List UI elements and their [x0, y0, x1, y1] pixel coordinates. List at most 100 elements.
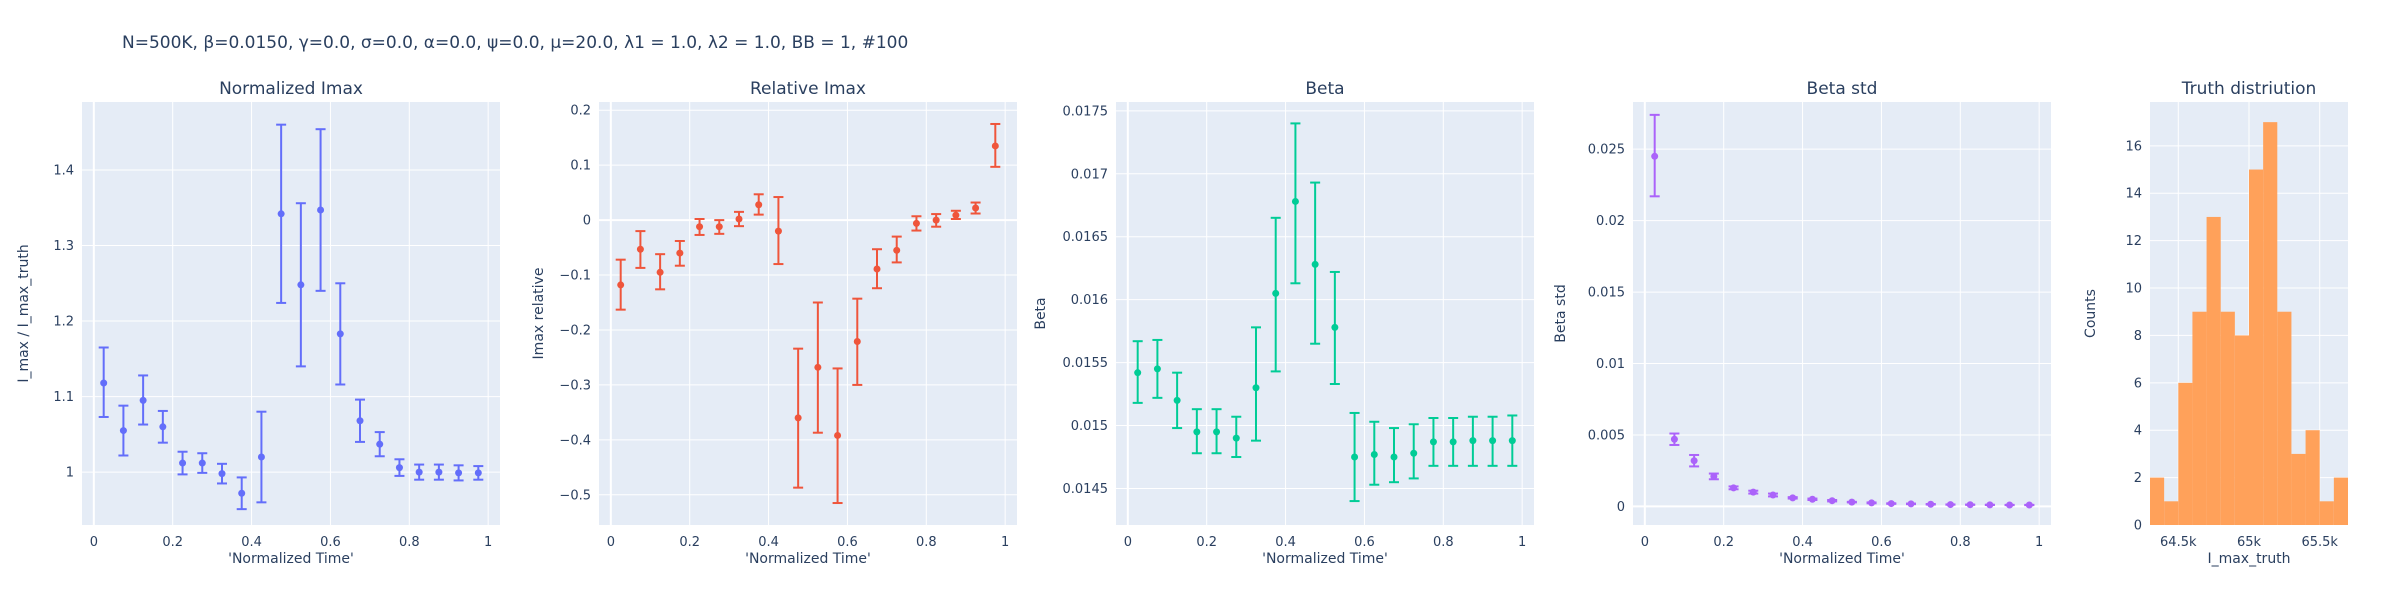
y-tick-label: 16: [2125, 139, 2142, 154]
data-point: [356, 417, 364, 425]
data-point: [100, 379, 108, 387]
x-tick-label: 65.5k: [2301, 535, 2338, 550]
data-point: [1351, 453, 1359, 461]
x-tick-label: 0.8: [1433, 535, 1454, 550]
x-tick-label: 64.5k: [2160, 535, 2197, 550]
data-point: [893, 246, 901, 254]
x-tick-label: 0.6: [320, 535, 341, 550]
x-tick-label: 0: [1124, 535, 1132, 550]
data-point: [1651, 152, 1659, 160]
chart-panel-5: 0 2 4 6 8 10 12 14 16 64.5k 65k 65.5k Truth distriut…: [2083, 79, 2348, 567]
data-point: [1907, 500, 1915, 508]
y-tick-label: 1.4: [53, 163, 74, 178]
subplot-title: Relative Imax: [750, 79, 866, 99]
x-tick-label: 0.4: [1792, 535, 1813, 550]
data-point: [715, 223, 723, 231]
data-point: [1410, 449, 1418, 457]
histogram-bar: [2263, 122, 2278, 526]
y-tick-label: 0.017: [1071, 167, 1108, 182]
data-point: [735, 215, 743, 223]
subplot-title: Beta std: [1807, 79, 1878, 99]
histogram-bar: [2333, 477, 2348, 525]
subplot-title: Beta: [1305, 79, 1344, 99]
data-point: [1311, 260, 1319, 268]
data-point: [297, 281, 305, 289]
data-point: [395, 464, 403, 472]
y-tick-label: 0.2: [570, 104, 591, 119]
y-axis-title: I_max / I_max_truth: [16, 244, 32, 382]
x-tick-label: 0: [90, 535, 98, 550]
x-axis-title: 'Normalized Time': [1779, 551, 1905, 567]
y-tick-label: 0: [583, 214, 591, 229]
y-tick-label: 0.01: [1596, 357, 1625, 372]
y-tick-label: −0.4: [559, 433, 591, 448]
data-point: [455, 469, 463, 477]
data-point: [2006, 501, 2014, 509]
data-point: [1670, 435, 1678, 443]
x-tick-label: 0.6: [1354, 535, 1375, 550]
data-point: [834, 431, 842, 439]
chart-panel-2: −0.5 −0.4 −0.3 −0.2 −0.1 0 0.1 0.2 0 0.2 0.4 0.6 0.8…: [531, 79, 1017, 567]
y-axis-title: Counts: [2083, 289, 2099, 338]
data-point: [1153, 365, 1161, 373]
data-point: [336, 330, 344, 338]
histogram-bar: [2150, 477, 2165, 525]
data-point: [755, 201, 763, 209]
data-point: [1390, 453, 1398, 461]
data-point: [218, 470, 226, 478]
subplot-title: Normalized Imax: [219, 79, 363, 99]
histogram-bar: [2249, 169, 2264, 525]
y-tick-label: 0.0155: [1063, 356, 1109, 371]
data-point: [1508, 437, 1516, 445]
chart-panel-3: 0.0145 0.015 0.0155 0.016 0.0165 0.017 0.0175 0…: [1033, 79, 1534, 567]
data-point: [696, 223, 704, 231]
x-tick-label: 0.2: [1713, 535, 1734, 550]
data-point: [376, 440, 384, 448]
y-tick-label: 12: [2125, 234, 2142, 249]
x-tick-label: 0.2: [679, 535, 700, 550]
data-point: [1193, 428, 1201, 436]
data-point: [1946, 501, 1954, 509]
data-point: [1429, 438, 1437, 446]
histogram-bar: [2234, 335, 2249, 525]
data-point: [814, 363, 822, 371]
y-tick-label: 1.2: [53, 315, 74, 330]
y-axis-title: Beta std: [1553, 284, 1569, 342]
y-tick-label: 1.1: [53, 390, 74, 405]
y-tick-label: 0.025: [1588, 143, 1625, 158]
data-point: [1749, 488, 1757, 496]
data-point: [1213, 428, 1221, 436]
data-point: [656, 268, 664, 276]
histogram-bar: [2319, 501, 2334, 525]
x-tick-label: 0.4: [1275, 535, 1296, 550]
y-tick-label: 4: [2134, 424, 2142, 439]
data-point: [676, 249, 684, 257]
data-point: [415, 468, 423, 476]
data-point: [257, 453, 265, 461]
data-point: [474, 469, 482, 477]
histogram-bar: [2220, 311, 2235, 525]
data-point: [873, 265, 881, 273]
data-point: [1252, 384, 1260, 392]
y-tick-label: 0.016: [1071, 293, 1108, 308]
data-point: [119, 427, 127, 435]
data-point: [1449, 438, 1457, 446]
y-tick-label: 0.1: [570, 159, 591, 174]
subplot-title: Truth distriution: [2181, 79, 2317, 99]
data-point: [435, 468, 443, 476]
data-point: [952, 211, 960, 219]
data-point: [794, 414, 802, 422]
x-tick-label: 0: [1641, 535, 1649, 550]
chart-panel-1: 1 1.1 1.2 1.3 1.4 0 0.2 0.4 0.6 0.8 1 Normalized Im…: [16, 79, 500, 567]
histogram-bar: [2305, 430, 2320, 525]
x-tick-label: 1: [1001, 535, 1009, 550]
x-tick-label: 1: [2035, 535, 2043, 550]
y-tick-label: 0.0165: [1063, 230, 1109, 245]
histogram-bar: [2178, 382, 2193, 525]
data-point: [912, 219, 920, 227]
y-tick-label: −0.1: [559, 269, 591, 284]
data-point: [1986, 501, 1994, 509]
data-point: [1331, 323, 1339, 331]
x-axis-title: 'Normalized Time': [228, 551, 354, 567]
data-point: [1690, 457, 1698, 465]
